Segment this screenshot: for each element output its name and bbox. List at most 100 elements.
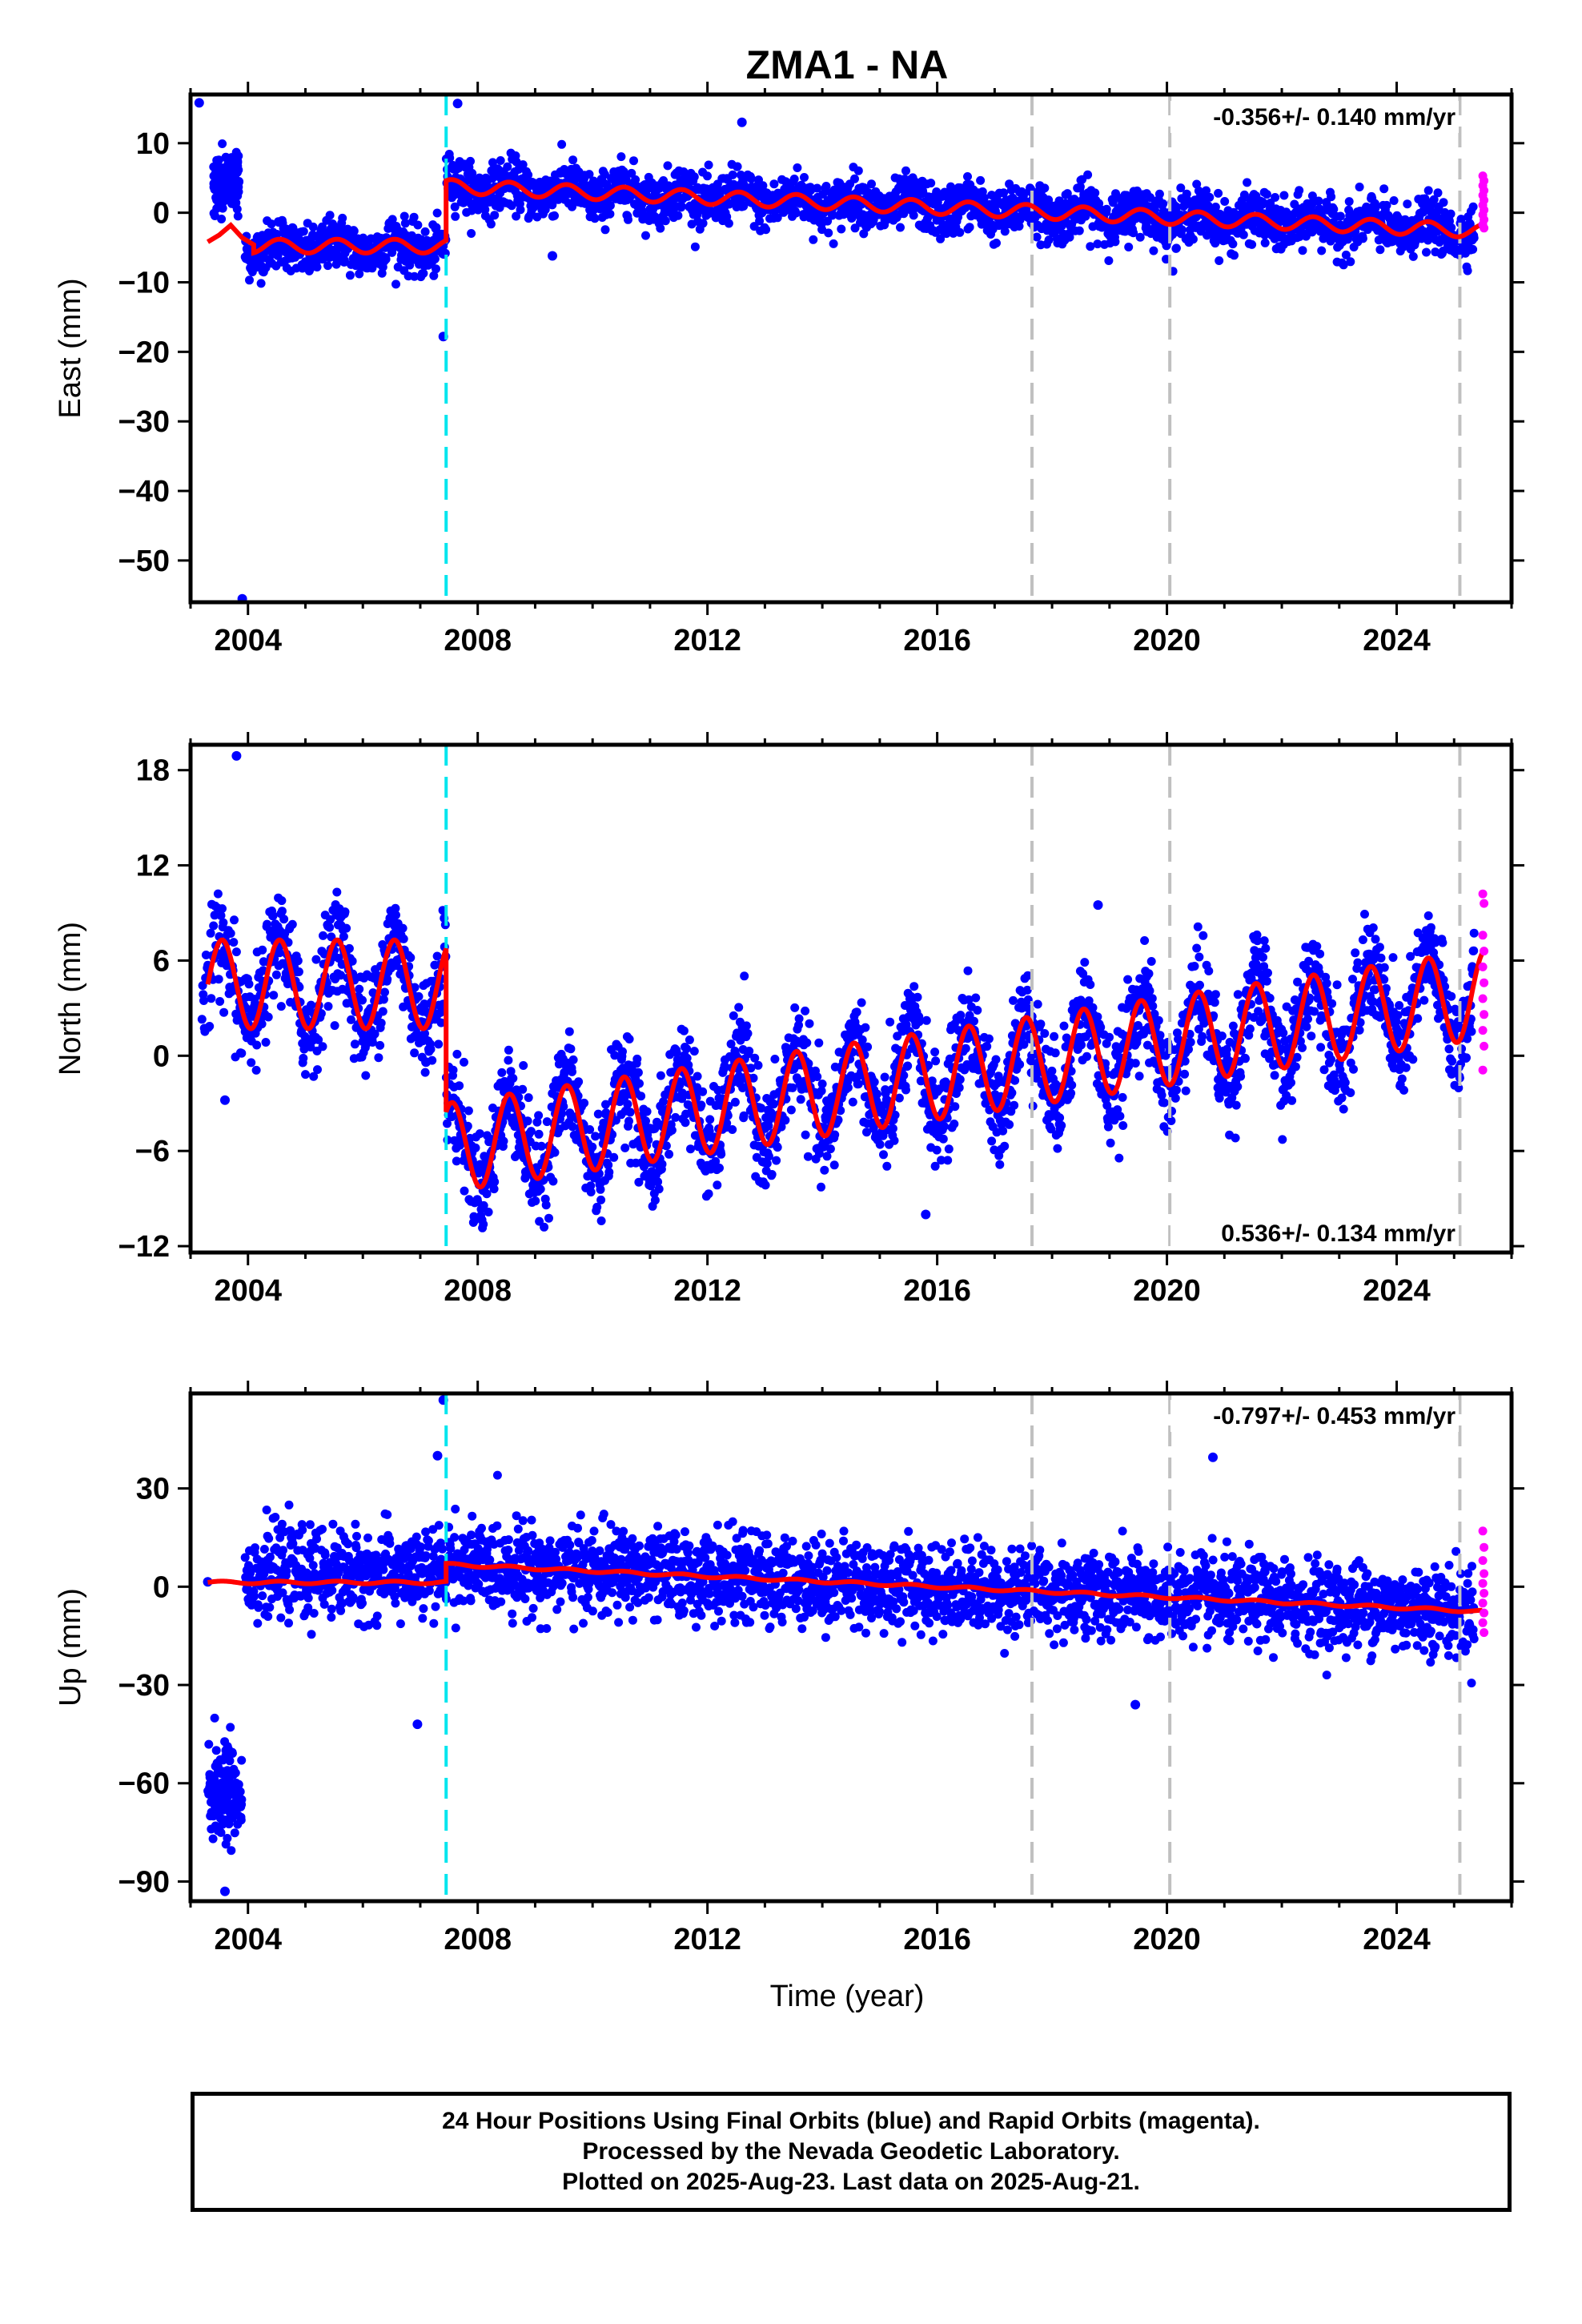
final-orbit-point (717, 1149, 726, 1159)
final-orbit-point (413, 220, 423, 230)
final-orbit-point (814, 1038, 824, 1047)
final-orbit-point (790, 1003, 800, 1012)
final-orbit-point (867, 179, 876, 189)
final-orbit-point (592, 1202, 602, 1212)
final-orbit-point (535, 1216, 544, 1226)
final-orbit-point (370, 1029, 379, 1039)
final-orbit-point (1023, 971, 1033, 980)
final-orbit-point (475, 1129, 484, 1139)
final-orbit-point (1239, 190, 1249, 199)
final-orbit-point (1456, 215, 1466, 224)
final-orbit-point (224, 173, 234, 183)
final-orbit-point (223, 187, 232, 197)
final-orbit-point (1102, 204, 1111, 214)
final-orbit-point (604, 1160, 613, 1170)
final-orbit-point (432, 208, 442, 218)
final-orbit-point (215, 179, 225, 188)
final-orbit-point (550, 1148, 560, 1157)
final-orbit-point (698, 219, 708, 228)
final-orbit-point (1015, 215, 1025, 224)
final-orbit-point (550, 211, 559, 220)
final-orbit-point (540, 1222, 549, 1232)
final-orbit-point (1355, 183, 1364, 191)
final-orbit-point (499, 1136, 508, 1146)
final-orbit-point (557, 1109, 567, 1119)
final-orbit-point (269, 991, 279, 1000)
final-orbit-point (339, 255, 349, 265)
final-orbit-point (970, 1016, 978, 1026)
final-orbit-point (862, 1128, 871, 1137)
final-orbit-point (927, 1076, 937, 1086)
final-orbit-point (901, 166, 910, 175)
final-orbit-point (508, 1074, 518, 1083)
final-orbit-point (722, 212, 732, 222)
final-orbit-point (769, 1100, 778, 1109)
final-orbit-point (267, 219, 276, 229)
final-orbit-point (374, 1053, 383, 1063)
final-orbit-point (541, 1200, 551, 1210)
final-orbit-point (342, 923, 351, 933)
final-orbit-point (976, 175, 986, 185)
final-orbit-point (863, 1042, 873, 1051)
final-orbit-point (620, 1143, 630, 1152)
final-orbit-point (574, 1077, 584, 1087)
final-orbit-point (591, 1132, 600, 1141)
final-orbit-point (722, 1119, 732, 1128)
final-orbit-point (414, 991, 424, 1001)
final-orbit-point (378, 1007, 387, 1016)
final-orbit-point (1149, 246, 1158, 255)
final-orbit-point (1050, 1031, 1059, 1041)
final-orbit-point (212, 161, 222, 171)
final-orbit-point (387, 215, 397, 224)
final-orbit-point (381, 255, 391, 264)
final-orbit-point (231, 198, 241, 207)
north-plot-area (197, 745, 1489, 1252)
final-orbit-point (998, 1126, 1008, 1136)
final-orbit-point (801, 1006, 810, 1015)
final-orbit-point (890, 1110, 900, 1120)
final-orbit-point (419, 268, 428, 278)
final-orbit-point (1000, 227, 1010, 236)
final-orbit-point (1327, 192, 1336, 202)
final-orbit-point (1329, 204, 1339, 214)
final-orbit-point (836, 1106, 845, 1116)
final-orbit-point (802, 1038, 812, 1047)
final-orbit-point (1005, 1120, 1014, 1129)
final-orbit-point (605, 201, 615, 211)
final-orbit-point (1423, 235, 1433, 245)
final-orbit-point (873, 1089, 881, 1099)
final-orbit-point (544, 1213, 553, 1223)
final-orbit-point (400, 211, 409, 221)
final-orbit-point (217, 215, 227, 223)
final-orbit-point (601, 1100, 610, 1109)
final-orbit-point (251, 1065, 261, 1075)
final-orbit-point (1033, 999, 1042, 1009)
final-orbit-point (358, 995, 367, 1005)
final-orbit-point (451, 211, 460, 221)
final-orbit-point (817, 1080, 827, 1088)
final-orbit-point (813, 1072, 822, 1081)
final-orbit-point (705, 1115, 715, 1124)
final-orbit-point (519, 1061, 528, 1070)
final-orbit-point (661, 216, 670, 226)
final-orbit-point (1375, 245, 1385, 255)
final-orbit-point (1036, 1019, 1046, 1029)
final-orbit-point (767, 1170, 777, 1179)
final-orbit-point (852, 1007, 861, 1017)
final-orbit-point (1083, 170, 1093, 179)
final-orbit-point (1429, 195, 1439, 204)
final-orbit-point (743, 1029, 753, 1038)
final-orbit-point (463, 1121, 472, 1131)
final-orbit-point (992, 239, 1001, 247)
final-orbit-point (624, 215, 632, 224)
final-orbit-point (833, 1115, 843, 1124)
final-orbit-point (1040, 1029, 1050, 1038)
final-orbit-point (516, 205, 525, 215)
final-orbit-point (345, 271, 355, 280)
final-orbit-point (1176, 183, 1186, 193)
final-orbit-point (367, 1038, 377, 1047)
final-orbit-point (277, 907, 287, 916)
final-orbit-point (750, 1053, 760, 1063)
final-orbit-point (1247, 239, 1257, 249)
